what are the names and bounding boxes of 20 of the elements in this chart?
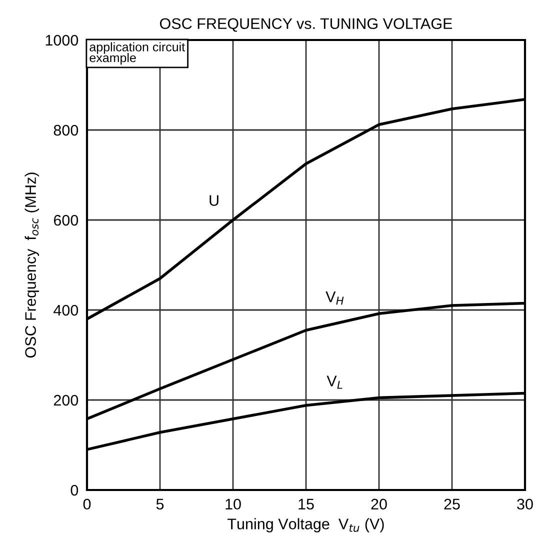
x-tick-label: 5: [156, 498, 164, 510]
y-tick-label: 400: [54, 304, 78, 316]
x-tick-label: 0: [83, 498, 91, 510]
x-tick-label: 25: [444, 498, 460, 510]
x-tick-label: 20: [371, 498, 387, 510]
series-label: V$_{L}$: [326, 376, 342, 389]
y-tick-label: 800: [54, 124, 78, 136]
series-label: U: [210, 195, 218, 206]
x-tick-label: 30: [517, 498, 533, 510]
series-label: V$_{H}$: [326, 292, 344, 305]
y-axis-title: OSC Frequency f$_{osc}$ (MHz): [24, 172, 40, 358]
y-tick-label: 1000: [46, 34, 78, 46]
x-axis-title: Tuning Voltage V$_{tu}$ (V): [228, 518, 384, 532]
chart-title: OSC FREQUENCY vs. TUNING VOLTAGE: [160, 18, 452, 32]
x-tick-label: 10: [226, 498, 241, 510]
y-tick-label: 600: [54, 214, 78, 226]
y-tick-label: 0: [70, 484, 78, 496]
x-tick-label: 15: [298, 498, 314, 510]
annotation: application circuit example: [90, 42, 185, 65]
y-tick-label: 200: [54, 394, 78, 406]
